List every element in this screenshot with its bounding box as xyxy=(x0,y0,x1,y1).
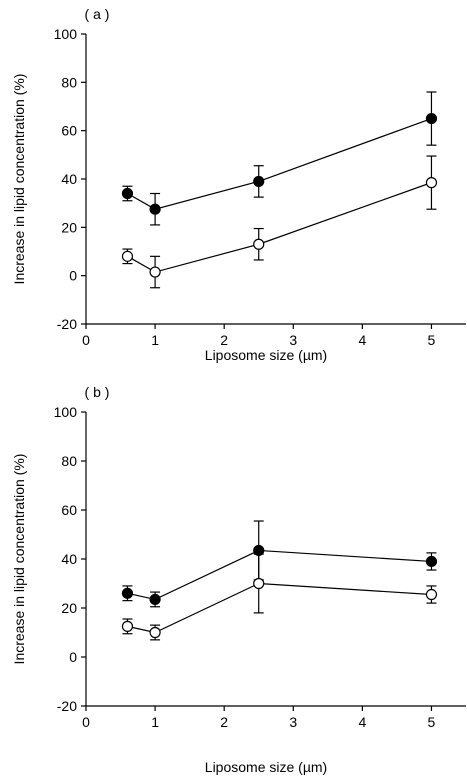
series-line xyxy=(127,118,432,210)
panel-label: ( a ) xyxy=(85,6,110,22)
y-tick-label: -20 xyxy=(57,698,77,714)
series-2 xyxy=(121,553,438,641)
series-line xyxy=(127,182,432,273)
data-point xyxy=(425,588,438,601)
data-point xyxy=(253,175,265,188)
x-axis-title: Liposome size (µm) xyxy=(205,759,327,775)
series-line xyxy=(127,582,432,634)
x-tick-label: 5 xyxy=(428,332,436,348)
series-1 xyxy=(121,520,438,608)
x-tick-label: 0 xyxy=(82,714,90,730)
data-point xyxy=(253,238,265,250)
x-tick-label: 2 xyxy=(220,714,228,730)
x-tick-label: 5 xyxy=(428,714,436,730)
series-1 xyxy=(121,91,438,226)
data-point xyxy=(253,577,265,590)
data-point xyxy=(149,626,161,639)
x-tick-label: 3 xyxy=(289,714,297,730)
data-point xyxy=(149,203,161,215)
y-tick-label: 0 xyxy=(69,268,77,284)
y-tick-label: 100 xyxy=(54,404,78,420)
y-tick-label: -20 xyxy=(57,316,77,332)
panel-label: ( b ) xyxy=(85,384,110,400)
data-point xyxy=(121,587,134,599)
series-2 xyxy=(121,155,438,289)
data-point xyxy=(149,266,161,278)
y-tick-label: 60 xyxy=(61,502,77,518)
y-tick-label: 60 xyxy=(61,123,77,139)
x-tick-label: 0 xyxy=(82,332,90,348)
y-axis-title: Increase in lipid concentration (%) xyxy=(11,454,27,665)
series-line xyxy=(127,549,432,601)
x-tick-label: 2 xyxy=(220,332,228,348)
data-point xyxy=(425,555,438,568)
y-tick-label: 0 xyxy=(69,649,77,665)
y-tick-label: 80 xyxy=(61,74,77,90)
y-tick-label: 80 xyxy=(61,453,77,469)
data-point xyxy=(121,187,134,200)
y-tick-label: 20 xyxy=(61,600,77,616)
x-tick-label: 1 xyxy=(151,714,159,730)
y-tick-label: 40 xyxy=(61,171,77,187)
x-tick-label: 1 xyxy=(151,332,159,348)
data-point xyxy=(121,250,134,262)
x-tick-label: 4 xyxy=(358,714,366,730)
data-point xyxy=(425,177,438,189)
chart-panel-2: -20 0 20 40 60 80 100 0 1 2 3 4 5 ( b ) Liposome size … xyxy=(11,384,466,775)
y-tick-label: 100 xyxy=(54,26,78,42)
y-tick-label: 20 xyxy=(61,219,77,235)
x-tick-label: 4 xyxy=(358,332,366,348)
y-tick-label: 40 xyxy=(61,551,77,567)
x-tick-label: 3 xyxy=(289,332,297,348)
data-point xyxy=(149,593,161,606)
data-point xyxy=(425,112,438,125)
y-axis-title: Increase in lipid concentration (%) xyxy=(11,74,27,285)
data-point xyxy=(121,620,134,632)
x-axis-title: Liposome size (µm) xyxy=(205,347,327,363)
chart-panel-1: -20 0 20 40 60 80 100 0 1 2 3 4 5 ( a ) Liposome size … xyxy=(11,6,466,363)
